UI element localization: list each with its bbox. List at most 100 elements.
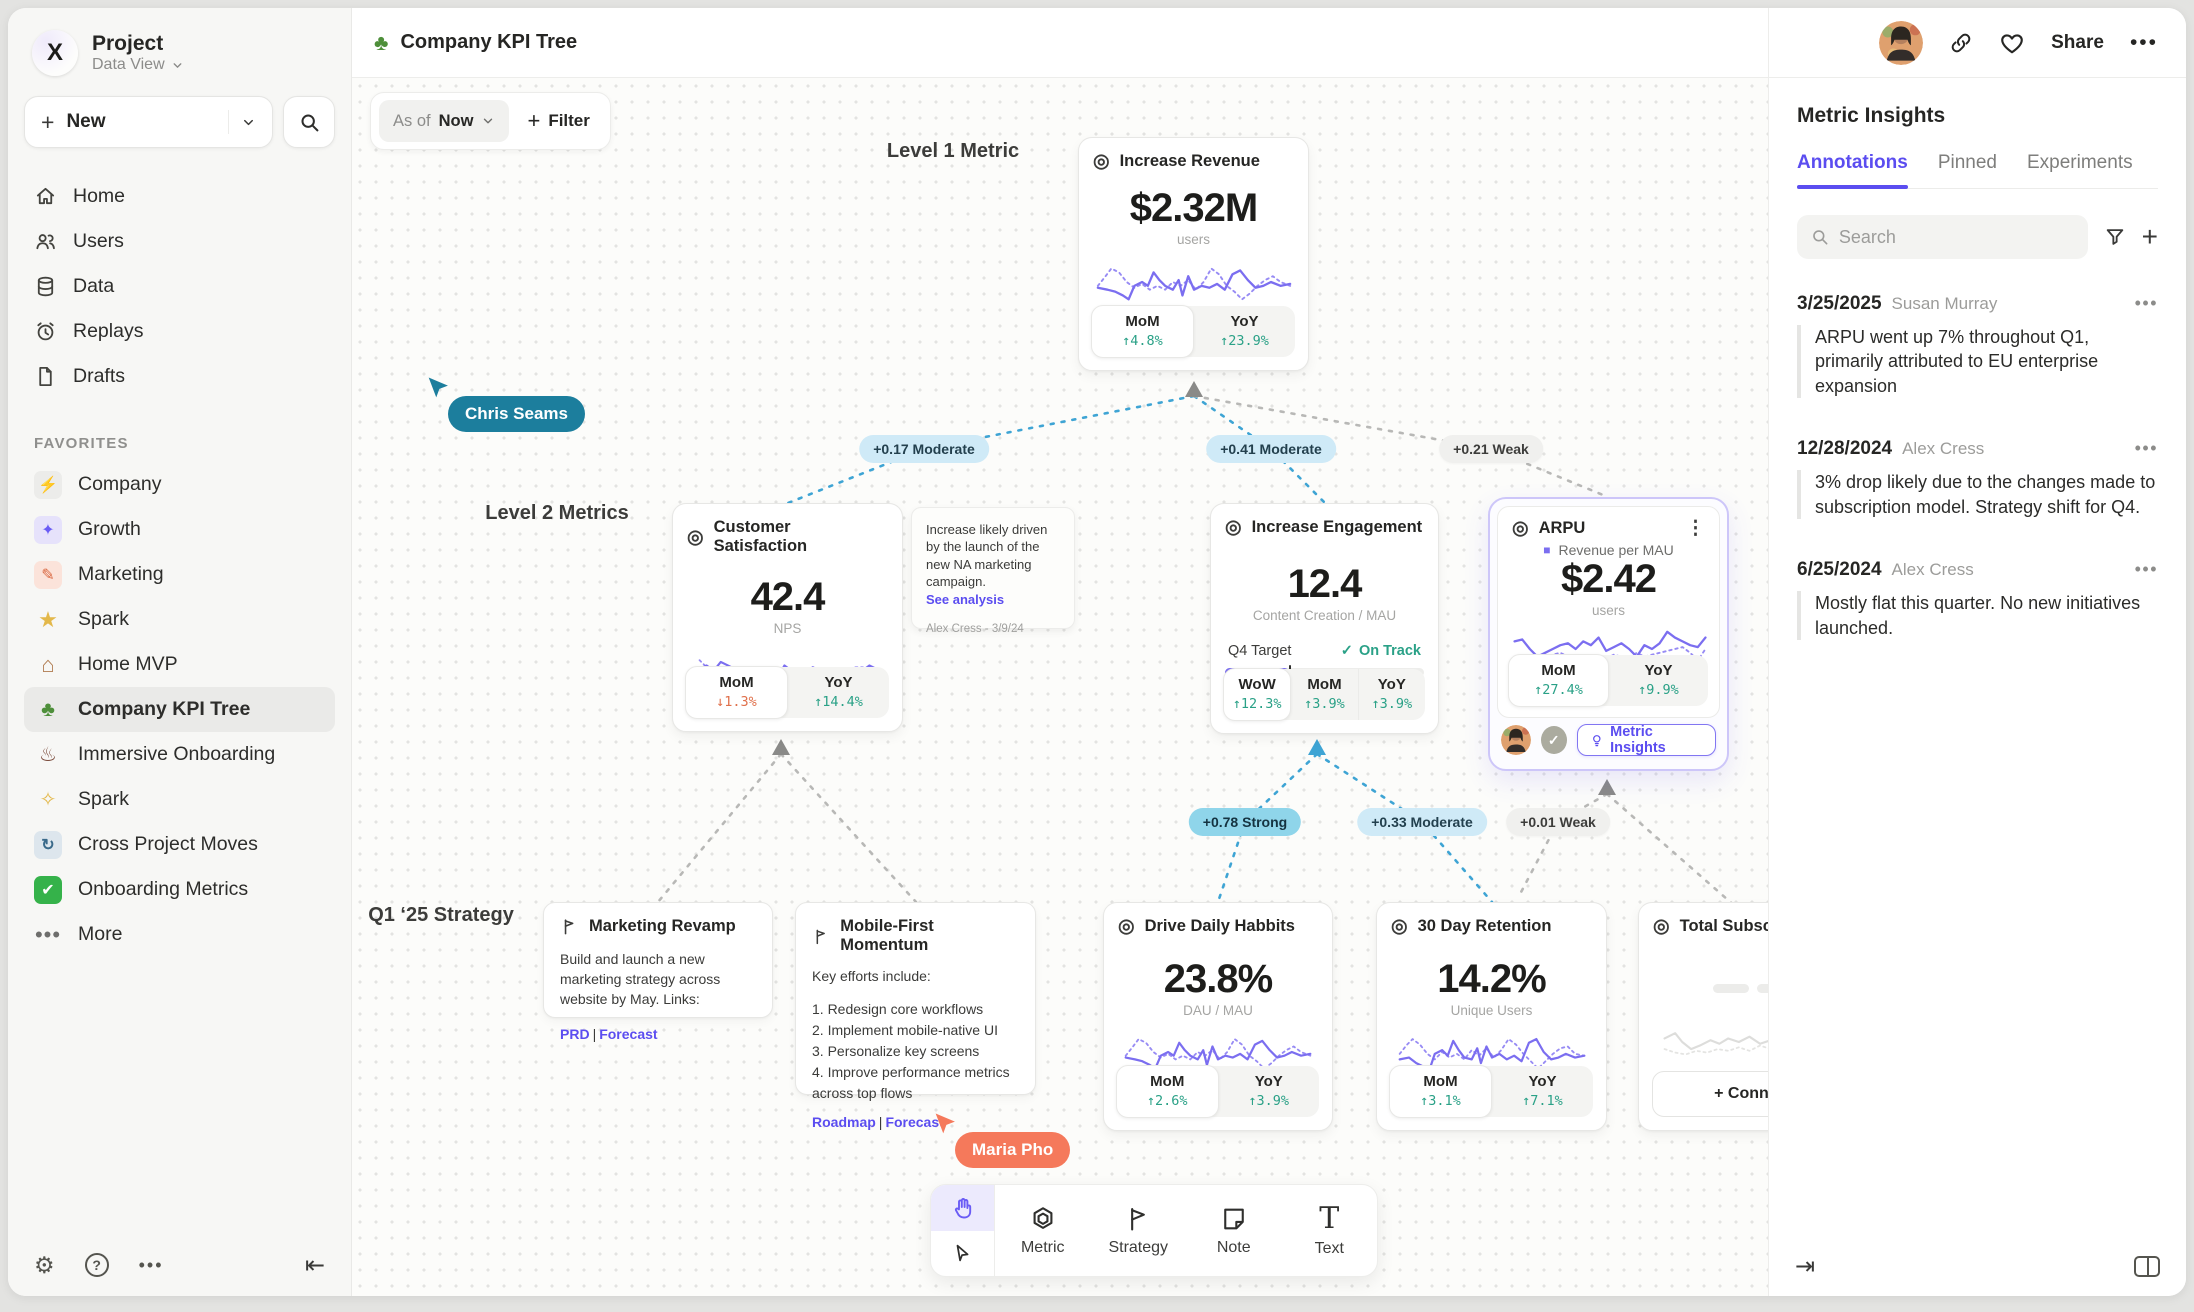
stat-mom[interactable]: MoM ↑2.6%: [1116, 1065, 1219, 1118]
see-analysis-link[interactable]: See analysis: [926, 591, 1005, 607]
favorite-item-marketing[interactable]: ✎ Marketing: [24, 552, 335, 597]
stat-mom[interactable]: MoM ↑4.8%: [1091, 305, 1194, 358]
favorite-item-cross-project-moves[interactable]: ↻ Cross Project Moves: [24, 822, 335, 867]
metric-card-arpu-selected[interactable]: ◎ ARPU ⋮ ■ Revenue per MAU $2.42 users: [1488, 497, 1729, 771]
metric-icon: ◎: [1118, 916, 1135, 937]
text-tool-button[interactable]: T Text: [1314, 1200, 1344, 1257]
stat-mom[interactable]: MoM ↑27.4%: [1508, 654, 1609, 707]
edge-weight-retention[interactable]: +0.33 Moderate: [1357, 808, 1487, 836]
metric-tool-button[interactable]: Metric: [995, 1185, 1091, 1276]
tab-pinned[interactable]: Pinned: [1937, 152, 1997, 173]
edge-weight-engagement[interactable]: +0.41 Moderate: [1206, 435, 1336, 463]
edge-weight-csat[interactable]: +0.17 Moderate: [859, 435, 989, 463]
prd-link[interactable]: PRD: [560, 1025, 590, 1042]
note-icon: [1223, 1208, 1244, 1229]
as-of-selector[interactable]: As of Now: [379, 100, 510, 142]
connect-data-button[interactable]: + Connect: [1652, 1071, 1768, 1117]
favorite-item-home-mvp[interactable]: ⌂ Home MVP: [24, 642, 335, 687]
favorite-item-spark-2[interactable]: ✧ Spark: [24, 777, 335, 822]
tab-annotations[interactable]: Annotations: [1797, 152, 1908, 189]
strategy-card-marketing-revamp[interactable]: Marketing Revamp Build and launch a new …: [543, 902, 773, 1042]
workspace-view-selector[interactable]: Data View: [92, 56, 184, 74]
stat-mom[interactable]: MoM ↑3.1%: [1389, 1065, 1492, 1118]
stat-wow[interactable]: WoW ↑12.3%: [1223, 668, 1292, 721]
workspace-switcher[interactable]: Χ Project Data View: [24, 30, 335, 76]
stat-mom[interactable]: MoM ↑3.9%: [1304, 676, 1345, 712]
settings-gear-icon[interactable]: ⚙: [34, 1251, 55, 1278]
annotation-date: 3/25/2025: [1797, 293, 1882, 314]
more-menu-icon[interactable]: •••: [2129, 30, 2158, 54]
favorite-item-immersive-onboarding[interactable]: ♨ Immersive Onboarding: [24, 732, 335, 777]
stat-yoy[interactable]: YoY ↑3.9%: [1248, 1073, 1290, 1109]
sidebar-search-button[interactable]: [283, 96, 335, 148]
edge-weight-retention-arpu[interactable]: +0.01 Weak: [1506, 808, 1610, 836]
annotation-note-card[interactable]: Increase likely driven by the launch of …: [911, 507, 1075, 635]
note-tool-button[interactable]: Note: [1186, 1185, 1282, 1276]
split-view-icon[interactable]: [2134, 1255, 2160, 1277]
stat-yoy[interactable]: YoY ↑14.4%: [814, 674, 863, 710]
sidebar-item-replays[interactable]: Replays: [24, 309, 335, 354]
hand-tool-button[interactable]: [931, 1185, 994, 1231]
metric-card-increase-revenue[interactable]: ◎ Increase Revenue $2.32M users MoM ↑4.8%…: [1078, 137, 1309, 371]
cursor-arrow-icon: [935, 1113, 955, 1134]
item-menu-icon[interactable]: •••: [2134, 293, 2158, 313]
favorite-item-company-kpi-tree[interactable]: ♣ Company KPI Tree: [24, 687, 335, 732]
share-button[interactable]: Share: [2051, 31, 2104, 53]
metric-card-30-day-retention[interactable]: ◎ 30 Day Retention 14.2% Unique Users MoM…: [1376, 902, 1607, 1131]
metric-icon: ◎: [687, 526, 704, 548]
collapse-panel-icon[interactable]: ⇥: [1795, 1252, 1816, 1280]
sidebar-more-button[interactable]: ••• More: [34, 921, 123, 947]
kpi-tree-canvas[interactable]: As of Now + Filter Level 1 Metric Level …: [352, 78, 1768, 1296]
stat-yoy[interactable]: YoY ↑9.9%: [1638, 662, 1679, 698]
favorite-item-onboarding-metrics[interactable]: ✔ Onboarding Metrics: [24, 867, 335, 912]
page-title: Company KPI Tree: [400, 31, 578, 53]
metric-card-drive-daily-habits[interactable]: ◎ Drive Daily Habbits 23.8% DAU / MAU MoM…: [1103, 902, 1333, 1131]
item-menu-icon[interactable]: •••: [2134, 438, 2158, 459]
favorite-heart-icon[interactable]: [1999, 30, 2025, 56]
select-tool-button[interactable]: [931, 1231, 994, 1277]
favorite-item-growth[interactable]: ✦ Growth: [24, 507, 335, 552]
copy-link-icon[interactable]: [1949, 31, 1973, 55]
stat-mom[interactable]: MoM ↓1.3%: [685, 666, 788, 719]
stat-yoy[interactable]: YoY ↑3.9%: [1357, 669, 1425, 720]
kebab-menu-icon[interactable]: ⋮: [1686, 518, 1705, 539]
metric-insights-button[interactable]: Metric Insights: [1576, 724, 1716, 756]
user-avatar[interactable]: [1879, 20, 1924, 65]
sidebar-nav: Home Users Data Replays Drafts: [24, 174, 335, 399]
annotation-item[interactable]: 6/25/2024 Alex Cress ••• Mostly flat thi…: [1797, 559, 2158, 641]
help-icon[interactable]: ?: [84, 1253, 109, 1277]
filter-funnel-icon[interactable]: [2104, 226, 2126, 248]
sidebar-footer: ⚙ ? ••• ⇤: [8, 1234, 351, 1296]
favorite-item-company[interactable]: ⚡ Company: [24, 462, 335, 507]
item-menu-icon[interactable]: •••: [2134, 559, 2158, 580]
edge-weight-arpu[interactable]: +0.21 Weak: [1439, 435, 1543, 463]
collapse-sidebar-icon[interactable]: ⇤: [304, 1251, 325, 1279]
annotations-search[interactable]: [1797, 215, 2088, 259]
sidebar-item-users[interactable]: Users: [24, 219, 335, 264]
strategy-card-mobile-first-momentum[interactable]: Mobile-First Momentum Key efforts includ…: [795, 902, 1036, 1130]
forecast-link[interactable]: Forecast: [885, 1113, 944, 1130]
annotation-item[interactable]: 12/28/2024 Alex Cress ••• 3% drop likely…: [1797, 438, 2158, 520]
edge-weight-habits[interactable]: +0.78 Strong: [1188, 808, 1302, 836]
sidebar-item-data[interactable]: Data: [24, 264, 335, 309]
metric-card-customer-satisfaction[interactable]: ◎ Customer Satisfaction 42.4 NPS MoM ↓1.3…: [672, 503, 903, 732]
annotation-item[interactable]: 3/25/2025 Susan Murray ••• ARPU went up …: [1797, 293, 2158, 399]
stat-yoy[interactable]: YoY ↑23.9%: [1220, 313, 1269, 349]
stat-yoy[interactable]: YoY ↑7.1%: [1522, 1073, 1563, 1109]
metric-card-increase-engagement[interactable]: ◎ Increase Engagement 12.4 Content Creati…: [1210, 503, 1439, 734]
roadmap-link[interactable]: Roadmap: [812, 1113, 876, 1130]
sidebar-item-drafts[interactable]: Drafts: [24, 354, 335, 399]
add-annotation-icon[interactable]: +: [2141, 221, 2158, 252]
tab-experiments[interactable]: Experiments: [2027, 152, 2133, 173]
metric-hexagon-icon: [1033, 1206, 1053, 1229]
forecast-link[interactable]: Forecast: [599, 1025, 658, 1042]
more-options-icon[interactable]: •••: [138, 1255, 164, 1275]
sidebar-item-home[interactable]: Home: [24, 174, 335, 219]
favorite-item-spark[interactable]: ★ Spark: [24, 597, 335, 642]
search-input[interactable]: [1838, 226, 2074, 248]
metric-card-total-subscriptions[interactable]: ◎Total Subscriptions + Connect: [1638, 902, 1768, 1131]
strategy-tool-button[interactable]: Strategy: [1091, 1185, 1187, 1276]
chevron-down-icon[interactable]: [241, 115, 256, 130]
add-filter-button[interactable]: + Filter: [527, 108, 590, 133]
new-button[interactable]: + New: [24, 96, 273, 148]
